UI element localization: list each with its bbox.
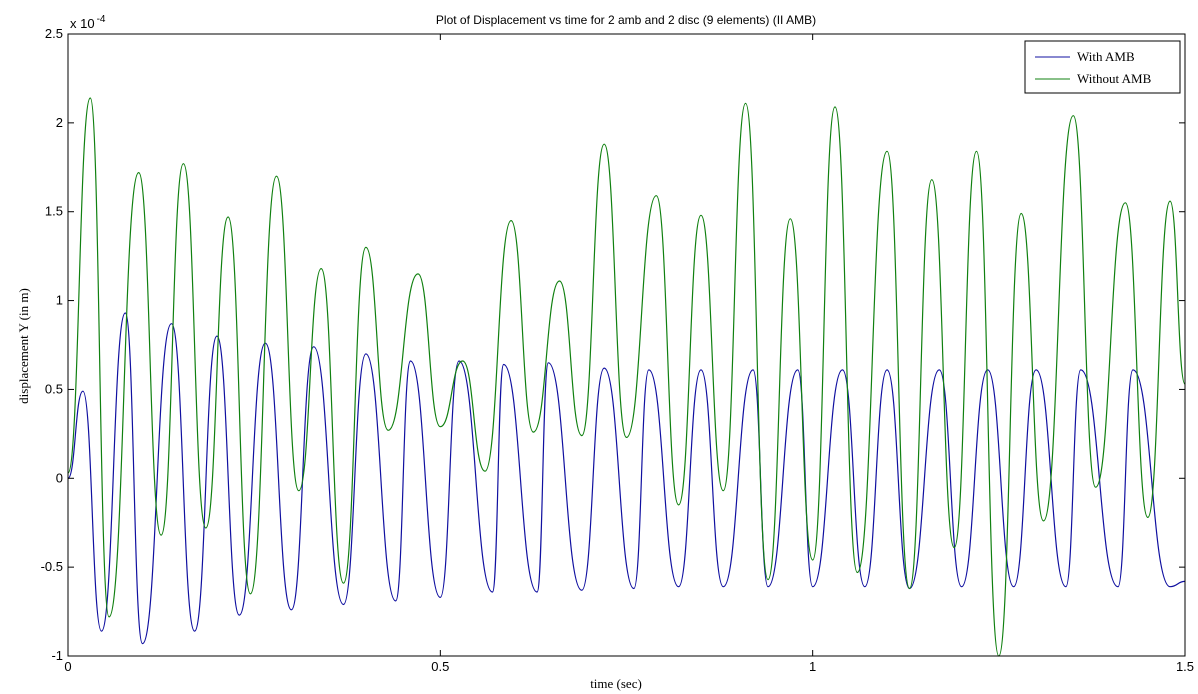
plot-area — [68, 34, 1185, 656]
y-tick-label: 2.5 — [45, 26, 63, 41]
y-exponent-prefix: x 10 — [70, 16, 95, 31]
legend: With AMB Without AMB — [1024, 40, 1181, 94]
series-line-with-amb — [67, 312, 1186, 645]
series-line-without-amb — [67, 97, 1186, 657]
legend-label-with-amb: With AMB — [1077, 49, 1135, 64]
y-tick-label: 0 — [56, 470, 63, 485]
x-tick-label: 1.5 — [1176, 659, 1194, 674]
chart-title: Plot of Displacement vs time for 2 amb a… — [436, 13, 816, 27]
x-tick-label: 0.5 — [431, 659, 449, 674]
y-tick-label: 1.5 — [45, 204, 63, 219]
x-tick-label: 0 — [64, 659, 71, 674]
ticks-layer: 0 0.5 1 1.5 -1 -0.5 0 0.5 1 1.5 2 2.5 — [41, 26, 1194, 674]
y-tick-label: -1 — [51, 648, 63, 663]
x-tick-label: 1 — [809, 659, 816, 674]
y-tick-label: -0.5 — [41, 559, 63, 574]
x-axis-label: time (sec) — [590, 676, 642, 691]
y-tick-label: 1 — [56, 293, 63, 308]
series-layer — [67, 97, 1186, 657]
legend-box — [1024, 40, 1181, 94]
legend-label-without-amb: Without AMB — [1077, 71, 1152, 86]
y-tick-label: 2 — [56, 115, 63, 130]
y-axis-label: displacement Y (in m) — [16, 288, 31, 404]
plot-frame — [67, 33, 1186, 657]
y-tick-label: 0.5 — [45, 381, 63, 396]
y-exponent-power: -4 — [97, 14, 106, 25]
y-exponent: x 10 -4 — [70, 14, 106, 31]
